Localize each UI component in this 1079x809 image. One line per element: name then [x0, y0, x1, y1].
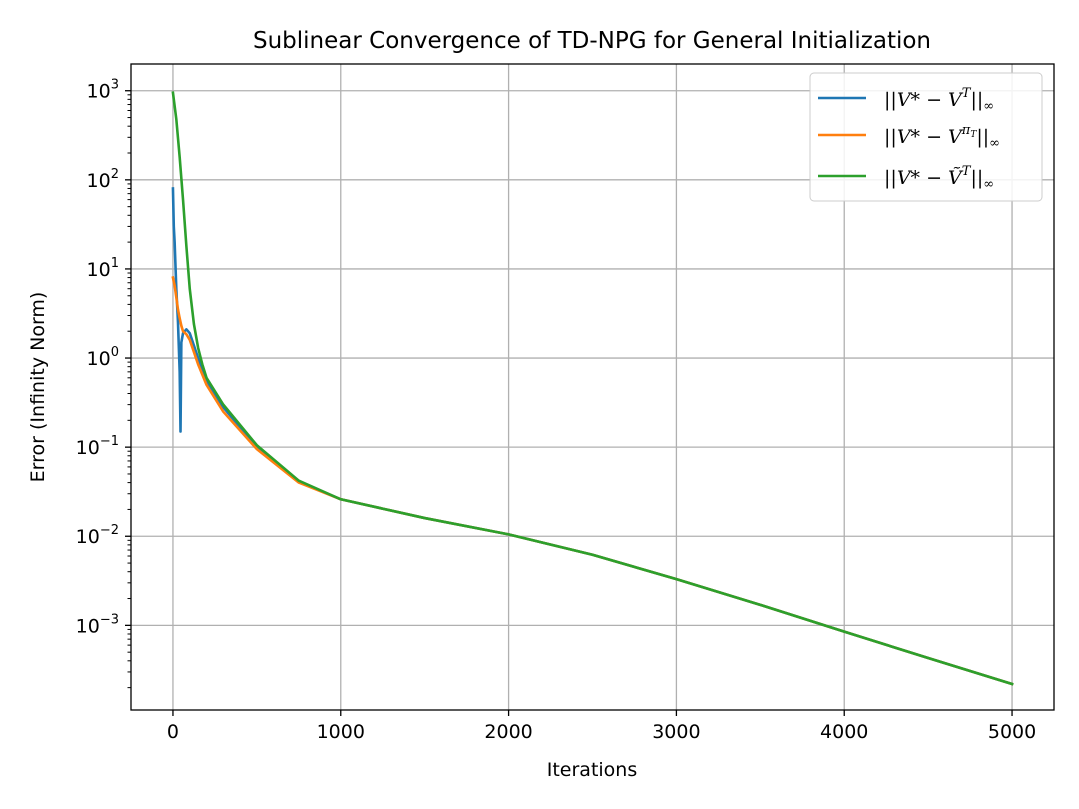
y-tick-label: 10−3 — [76, 612, 119, 637]
plot-frame — [130, 63, 1055, 711]
legend-item-v-pi-t: ||V* − VπT||∞ — [818, 123, 1000, 151]
x-axis-label: Iterations — [547, 759, 638, 781]
x-tick-label: 2000 — [484, 721, 532, 743]
series-layer — [171, 91, 1014, 686]
x-tick-label: 1000 — [317, 721, 365, 743]
legend-box — [809, 72, 1043, 202]
y-tick-label: 102 — [87, 167, 119, 192]
y-axis-ticks: 103 102 101 100 10−1 10−2 10−3 — [76, 78, 131, 637]
y-tick-label: 10−1 — [76, 434, 119, 459]
x-tick-label: 3000 — [652, 721, 700, 743]
y-tick-label: 100 — [87, 345, 119, 370]
legend-item-v-t: ||V* − VT||∞ — [818, 86, 994, 114]
legend-label-v-tilde-t: ||V* − ṼT||∞ — [884, 164, 994, 192]
y-tick-label: 103 — [87, 78, 119, 103]
x-axis-ticks: 0 1000 2000 3000 4000 5000 — [167, 710, 1036, 743]
x-tick-label: 4000 — [820, 721, 868, 743]
grid-lines — [131, 64, 1054, 710]
legend-label-v-t: ||V* − VT||∞ — [884, 86, 994, 114]
y-tick-label: 10−2 — [76, 523, 119, 548]
chart-title: Sublinear Convergence of TD-NPG for Gene… — [253, 28, 931, 54]
x-tick-label: 5000 — [988, 721, 1036, 743]
legend-item-v-tilde-t: ||V* − ṼT||∞ — [818, 164, 994, 192]
legend-label-v-pi-t: ||V* − VπT||∞ — [884, 123, 1000, 151]
y-tick-label: 101 — [87, 256, 119, 281]
legend: ||V* − VT||∞ ||V* − VπT||∞ ||V* − ṼT||∞ — [809, 72, 1043, 202]
x-tick-label: 0 — [167, 721, 179, 743]
y-axis-label: Error (Infinity Norm) — [27, 292, 49, 483]
series-line-v-tilde-t — [171, 91, 1014, 686]
